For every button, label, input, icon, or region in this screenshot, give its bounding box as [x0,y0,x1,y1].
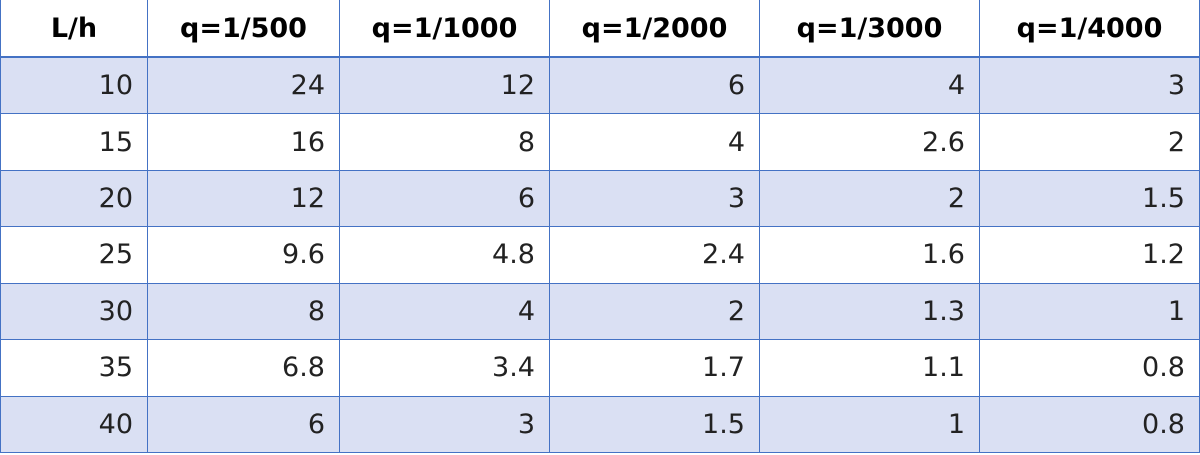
table-cell: 8 [148,283,340,341]
table-cell: 1 [980,283,1200,341]
table-cell: 16 [148,114,340,171]
table-cell: 1 [760,396,980,453]
table-cell: 30 [0,283,148,341]
table-cell: 2 [980,114,1200,171]
table-cell: 12 [340,58,550,115]
table-cell: 4 [760,58,980,115]
table-cell: 35 [0,340,148,397]
table-cell: 1.6 [760,227,980,284]
table-cell: 2 [760,170,980,228]
table-cell: 1.5 [550,396,760,453]
table-cell: 6 [340,170,550,228]
table-cell: 8 [340,114,550,171]
table-cell: 4 [340,283,550,341]
table-cell: 1.1 [760,340,980,397]
table-cell: 3 [980,58,1200,115]
table-cell: 6 [550,58,760,115]
table-cell: 25 [0,227,148,284]
header-cell: q=1/2000 [550,0,760,58]
table-cell: 1.7 [550,340,760,397]
table-cell: 4 [550,114,760,171]
table-cell: 20 [0,170,148,228]
table-cell: 6 [148,396,340,453]
table-cell: 24 [148,58,340,115]
header-cell: q=1/3000 [760,0,980,58]
table-cell: 0.8 [980,340,1200,397]
table-cell: 2 [550,283,760,341]
header-cell: q=1/1000 [340,0,550,58]
table-cell: 12 [148,170,340,228]
header-cell: q=1/4000 [980,0,1200,58]
table-cell: 1.5 [980,170,1200,228]
table-cell: 15 [0,114,148,171]
header-cell: L/h [0,0,148,58]
table-cell: 3.4 [340,340,550,397]
table-cell: 4.8 [340,227,550,284]
table-cell: 10 [0,58,148,115]
table-cell: 6.8 [148,340,340,397]
header-cell: q=1/500 [148,0,340,58]
table-cell: 1.2 [980,227,1200,284]
table-cell: 0.8 [980,396,1200,453]
table-cell: 3 [550,170,760,228]
table-cell: 9.6 [148,227,340,284]
table-cell: 2.4 [550,227,760,284]
table-cell: 3 [340,396,550,453]
table-cell: 1.3 [760,283,980,341]
table-cell: 2.6 [760,114,980,171]
table-cell: 40 [0,396,148,453]
